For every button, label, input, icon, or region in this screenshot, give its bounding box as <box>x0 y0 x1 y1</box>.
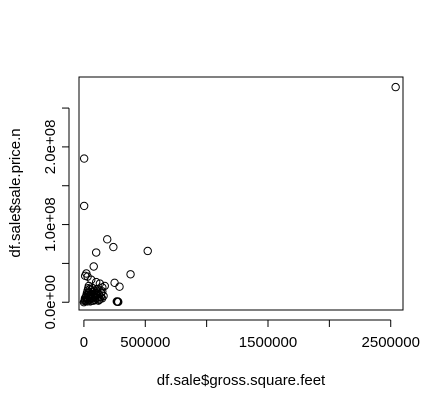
scatter-point <box>109 242 118 252</box>
scatter-point <box>88 284 97 293</box>
plot-frame <box>78 76 404 311</box>
scatter-point <box>100 281 109 291</box>
scatter-point <box>89 262 98 271</box>
y-axis-title: df.sale$sale.price.n <box>7 128 24 257</box>
x-tick-label: 2500000 <box>362 334 420 351</box>
y-tick-label: 0.0e+00 <box>42 275 59 330</box>
scatter-point <box>143 246 152 256</box>
scatter-point <box>103 235 112 244</box>
x-tick-label: 0 <box>80 334 88 351</box>
scatter-point <box>97 294 107 303</box>
scatter-point <box>96 292 106 301</box>
scatter-point <box>79 201 89 211</box>
scatter-point <box>114 297 123 307</box>
scatter-point <box>115 282 124 291</box>
x-tick-label: 1500000 <box>239 334 297 351</box>
scatter-point <box>79 154 89 163</box>
scatter-point <box>126 270 135 279</box>
x-tick-label: 500000 <box>120 334 170 351</box>
scatter-point <box>91 248 101 257</box>
scatter-point <box>391 82 400 92</box>
x-axis-title: df.sale$gross.square.feet <box>157 372 326 389</box>
y-tick-label: 2.0e+08 <box>42 120 59 175</box>
y-tick-label: 1.0e+08 <box>42 197 59 252</box>
scatter-point <box>110 278 119 288</box>
